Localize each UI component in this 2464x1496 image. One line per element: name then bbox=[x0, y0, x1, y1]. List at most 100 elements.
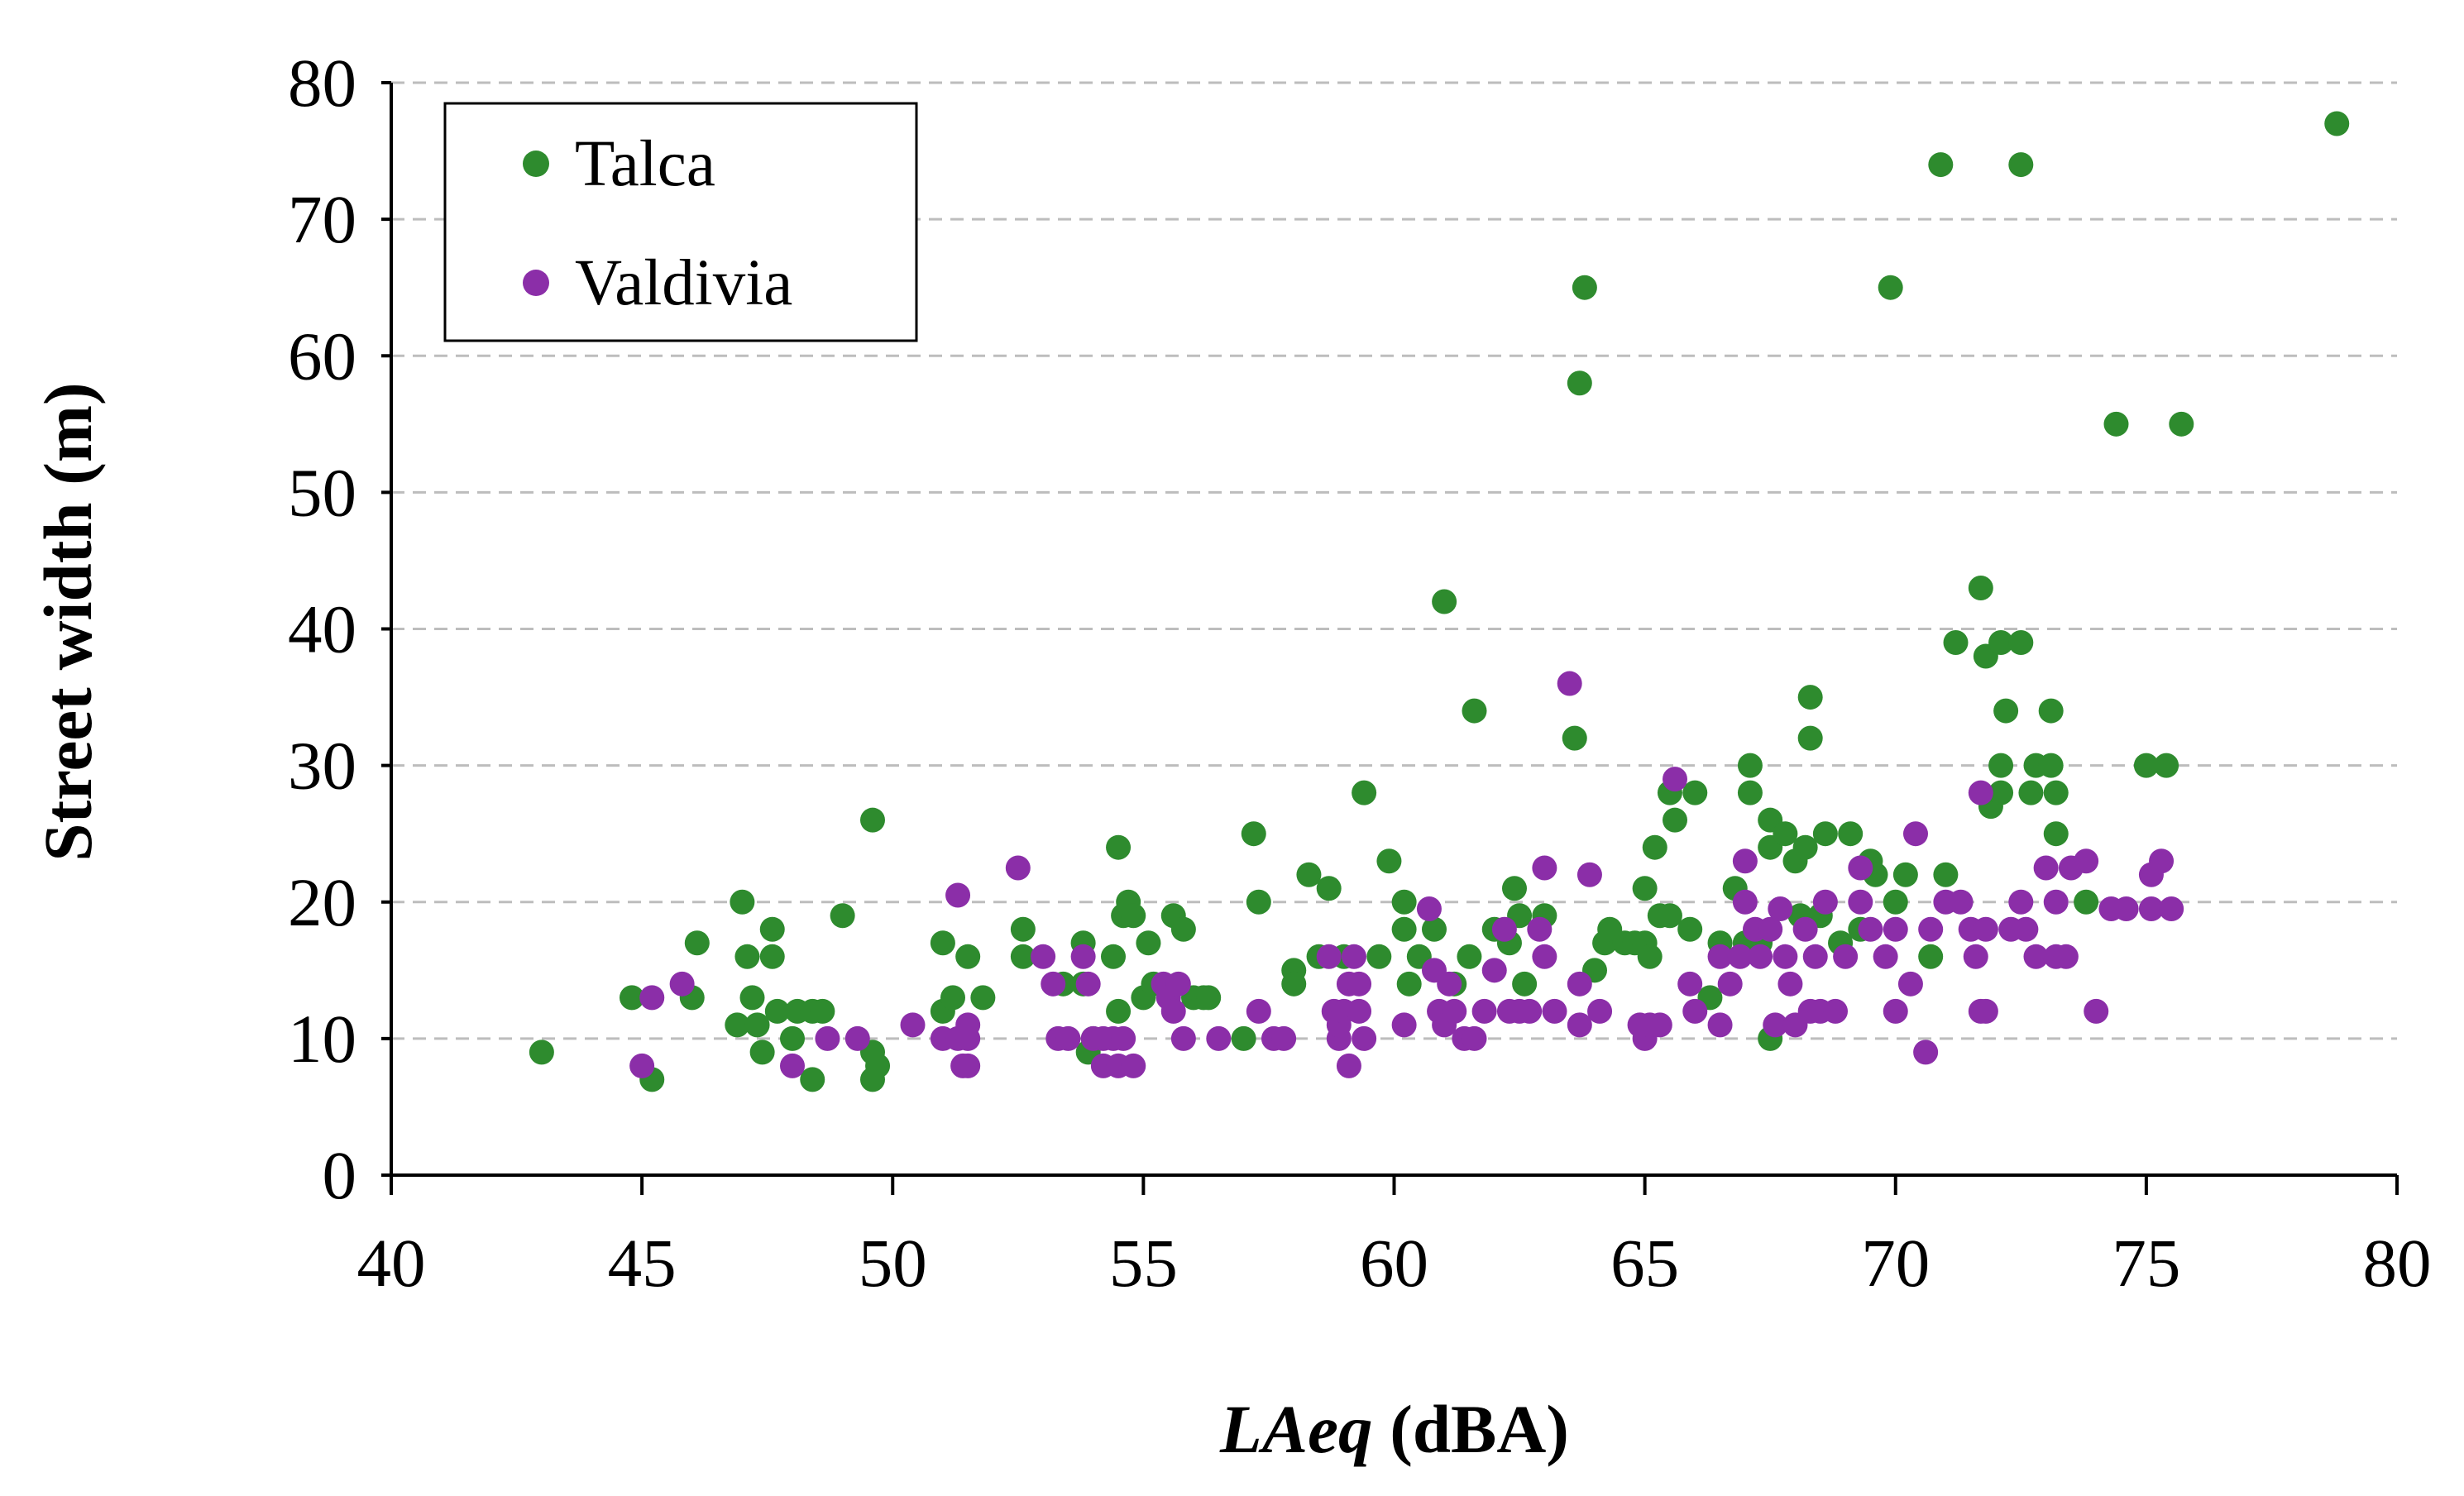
point-talca-8 bbox=[739, 985, 765, 1011]
point-valdivia-69 bbox=[1567, 1012, 1592, 1038]
point-talca-143 bbox=[2154, 753, 2179, 778]
point-valdivia-57 bbox=[1471, 998, 1497, 1024]
point-talca-30 bbox=[1010, 944, 1036, 969]
point-talca-79 bbox=[1572, 275, 1597, 300]
x-tick-label-50: 50 bbox=[859, 1225, 927, 1301]
y-tick-label-80: 80 bbox=[288, 45, 356, 121]
point-talca-134 bbox=[2018, 780, 2044, 805]
point-valdivia-11 bbox=[955, 1053, 981, 1078]
point-talca-0 bbox=[529, 1040, 554, 1065]
point-talca-139 bbox=[2043, 821, 2069, 847]
point-valdivia-90 bbox=[1773, 944, 1798, 969]
point-valdivia-58 bbox=[1481, 958, 1507, 983]
point-valdivia-47 bbox=[1352, 1025, 1377, 1051]
point-valdivia-130 bbox=[2113, 896, 2139, 922]
point-valdivia-127 bbox=[2074, 848, 2099, 874]
point-talca-23 bbox=[865, 1053, 891, 1078]
point-talca-144 bbox=[2169, 411, 2194, 437]
point-talca-17 bbox=[800, 1067, 825, 1092]
axes bbox=[381, 81, 2399, 1195]
point-talca-26 bbox=[940, 985, 965, 1011]
point-talca-28 bbox=[970, 985, 996, 1011]
point-talca-3 bbox=[684, 930, 710, 956]
point-valdivia-95 bbox=[1802, 944, 1828, 969]
point-valdivia-63 bbox=[1527, 916, 1553, 942]
point-valdivia-75 bbox=[1647, 1012, 1672, 1038]
point-talca-75 bbox=[1512, 971, 1538, 997]
point-valdivia-68 bbox=[1567, 971, 1592, 997]
point-valdivia-104 bbox=[1883, 998, 1908, 1024]
point-valdivia-83 bbox=[1732, 889, 1758, 915]
point-valdivia-27 bbox=[1121, 1053, 1146, 1078]
point-talca-78 bbox=[1567, 370, 1592, 396]
x-tick-label-40: 40 bbox=[357, 1225, 426, 1301]
point-valdivia-109 bbox=[1918, 916, 1944, 942]
point-talca-140 bbox=[2074, 889, 2099, 915]
x-tick-label-80: 80 bbox=[2363, 1225, 2432, 1301]
point-talca-119 bbox=[1883, 889, 1908, 915]
point-talca-1 bbox=[620, 985, 644, 1011]
point-valdivia-4 bbox=[815, 1025, 840, 1051]
point-valdivia-102 bbox=[1858, 916, 1883, 942]
point-talca-109 bbox=[1797, 685, 1823, 710]
point-valdivia-9 bbox=[945, 882, 971, 908]
point-talca-63 bbox=[1391, 916, 1417, 942]
point-valdivia-52 bbox=[1437, 971, 1462, 997]
data-points bbox=[529, 111, 2350, 1092]
point-valdivia-101 bbox=[1848, 889, 1873, 915]
point-talca-41 bbox=[1121, 903, 1146, 929]
point-talca-86 bbox=[1632, 876, 1658, 901]
legend-label-valdivia: Valdivia bbox=[575, 247, 792, 319]
point-talca-50 bbox=[1231, 1025, 1256, 1051]
point-talca-62 bbox=[1391, 889, 1417, 915]
x-tick-label-55: 55 bbox=[1109, 1225, 1178, 1301]
point-valdivia-45 bbox=[1347, 998, 1372, 1024]
x-tick-label-65: 65 bbox=[1610, 1225, 1679, 1301]
point-valdivia-133 bbox=[2138, 896, 2164, 922]
point-valdivia-88 bbox=[1763, 1012, 1788, 1038]
point-valdivia-79 bbox=[1707, 1012, 1733, 1038]
point-valdivia-98 bbox=[1823, 998, 1848, 1024]
y-tick-label-60: 60 bbox=[288, 318, 356, 394]
point-talca-93 bbox=[1677, 916, 1703, 942]
point-valdivia-106 bbox=[1897, 971, 1923, 997]
point-valdivia-59 bbox=[1491, 916, 1517, 942]
point-talca-57 bbox=[1316, 876, 1342, 901]
point-talca-70 bbox=[1462, 698, 1487, 724]
legend-box bbox=[443, 102, 918, 342]
point-talca-105 bbox=[1773, 821, 1798, 847]
point-valdivia-134 bbox=[2159, 896, 2184, 922]
point-talca-90 bbox=[1657, 903, 1682, 929]
point-valdivia-3 bbox=[780, 1053, 805, 1078]
point-valdivia-108 bbox=[1913, 1040, 1939, 1065]
point-talca-145 bbox=[2324, 111, 2350, 136]
point-talca-13 bbox=[764, 998, 790, 1024]
x-axis-label-italic: LAeq bbox=[1219, 1391, 1372, 1467]
point-valdivia-82 bbox=[1727, 944, 1753, 969]
point-talca-130 bbox=[1988, 780, 2014, 805]
x-tick-label-75: 75 bbox=[2112, 1225, 2180, 1301]
point-talca-11 bbox=[759, 916, 785, 942]
point-valdivia-103 bbox=[1873, 944, 1898, 969]
point-valdivia-15 bbox=[1031, 944, 1056, 969]
point-talca-61 bbox=[1376, 848, 1402, 874]
point-talca-124 bbox=[1943, 630, 1969, 656]
point-valdivia-16 bbox=[1041, 971, 1066, 997]
point-valdivia-80 bbox=[1707, 944, 1733, 969]
point-talca-120 bbox=[1892, 862, 1918, 887]
point-talca-128 bbox=[1988, 630, 2014, 656]
point-talca-99 bbox=[1737, 780, 1763, 805]
point-talca-18 bbox=[810, 998, 835, 1024]
point-talca-69 bbox=[1457, 944, 1482, 969]
point-valdivia-44 bbox=[1342, 944, 1366, 969]
point-talca-38 bbox=[1106, 998, 1132, 1024]
point-valdivia-33 bbox=[1206, 1025, 1232, 1051]
y-tick-label-40: 40 bbox=[288, 591, 356, 667]
point-valdivia-5 bbox=[844, 1025, 870, 1051]
point-valdivia-91 bbox=[1777, 971, 1803, 997]
point-valdivia-76 bbox=[1663, 767, 1687, 792]
point-valdivia-84 bbox=[1732, 848, 1758, 874]
point-talca-9 bbox=[744, 1012, 770, 1038]
point-valdivia-56 bbox=[1462, 1025, 1487, 1051]
point-talca-91 bbox=[1663, 807, 1687, 833]
